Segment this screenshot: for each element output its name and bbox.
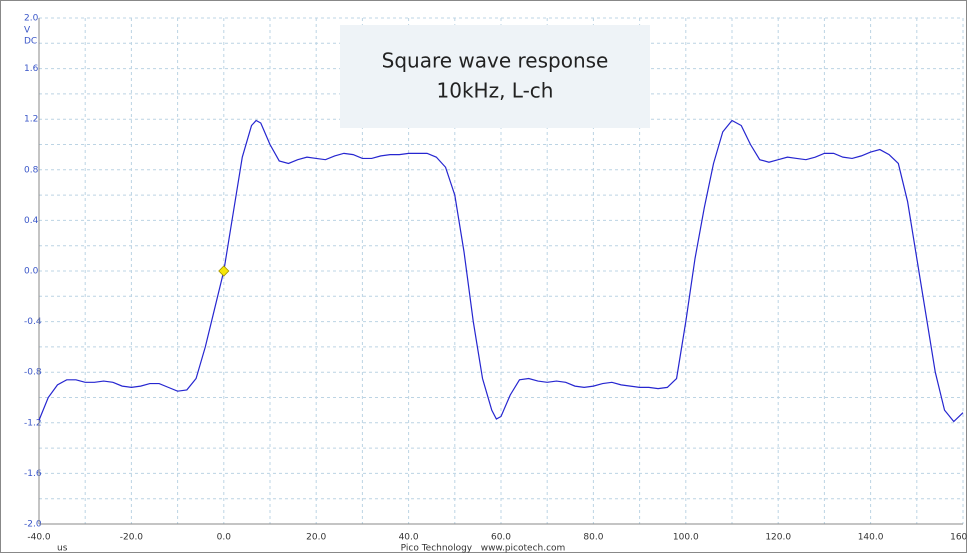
x-tick-label: -40.0 xyxy=(27,533,51,543)
subtitle: 10kHz, L-ch xyxy=(437,79,554,103)
x-tick-label: 80.0 xyxy=(583,533,603,543)
trigger-marker xyxy=(218,265,230,277)
title-box xyxy=(340,25,650,128)
coupling: DC xyxy=(24,37,37,47)
waveform xyxy=(38,119,964,423)
x-tick-label: 60.0 xyxy=(491,533,511,543)
y-tick-label: -0.8 xyxy=(24,368,42,378)
x-tick-label: 20.0 xyxy=(306,533,326,543)
x-tick-label: 100.0 xyxy=(673,533,699,543)
footer: Pico Technology www.picotech.com xyxy=(401,544,566,553)
y-tick-label: 1.2 xyxy=(24,115,38,125)
y-tick-label: 1.6 xyxy=(24,64,39,74)
x-tick-label: 120.0 xyxy=(765,533,791,543)
x-tick-label: 0.0 xyxy=(217,533,232,543)
y-unit: V xyxy=(24,26,31,36)
title: Square wave response xyxy=(382,49,609,73)
y-tick-label: -1.2 xyxy=(24,418,42,428)
x-unit: us xyxy=(57,544,68,553)
x-tick-label: -20.0 xyxy=(120,533,144,543)
y-tick-label: 2.0 xyxy=(24,14,39,24)
plot xyxy=(38,18,964,525)
y-tick-label: -1.6 xyxy=(24,469,42,479)
ticks: -40.0 -20.0 0.0 20.0 40.0 60.0 80.0 100.0 120.0 1… xyxy=(24,14,967,543)
y-tick-label: -2.0 xyxy=(24,520,42,530)
y-tick-label: 0.4 xyxy=(24,216,39,226)
grid xyxy=(38,17,964,525)
y-tick-label: 0.0 xyxy=(24,267,39,277)
x-tick-label: 160.0 xyxy=(950,533,967,543)
x-tick-label: 40.0 xyxy=(399,533,419,543)
y-tick-label: 0.8 xyxy=(24,165,39,175)
x-tick-label: 140.0 xyxy=(858,533,884,543)
y-tick-label: -0.4 xyxy=(24,317,42,327)
